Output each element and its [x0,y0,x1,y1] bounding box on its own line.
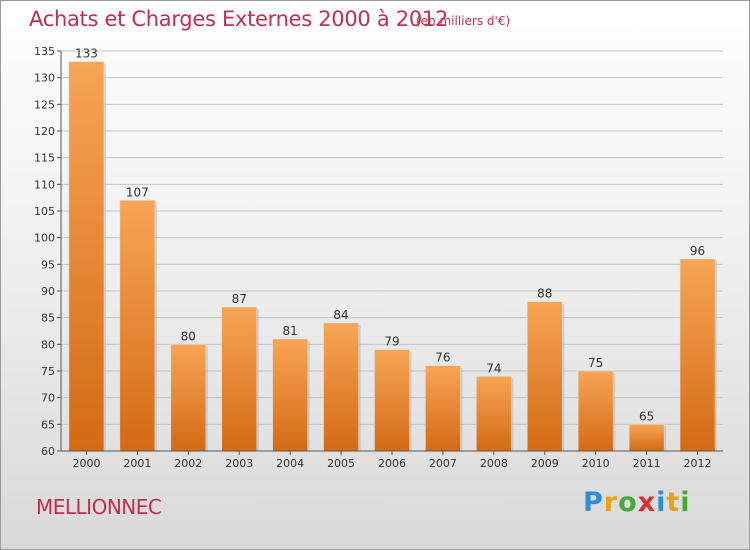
data-label: 80 [181,329,196,343]
data-label: 79 [384,335,399,349]
logo-letter: o [618,487,638,518]
y-tick-label: 75 [41,365,55,378]
data-label: 87 [232,292,247,306]
logo-letter: r [603,487,619,518]
y-tick-label: 105 [34,205,55,218]
bar [323,322,359,452]
y-tick-label: 110 [34,178,55,191]
x-tick-label: 2011 [633,457,661,470]
y-tick-label: 65 [41,418,55,431]
data-label: 74 [486,361,501,375]
data-label: 96 [690,244,705,258]
bar [425,365,461,452]
x-tick-label: 2001 [123,457,151,470]
commune-name: MELLIONNEC [36,495,162,519]
y-tick-label: 130 [34,72,55,85]
x-tick-label: 2007 [429,457,457,470]
bar [476,376,512,452]
unit-note: (en milliers d'€) [416,14,511,28]
x-tick-label: 2004 [276,457,304,470]
x-tick-label: 2008 [480,457,508,470]
bar [374,349,410,452]
data-label: 133 [75,47,98,61]
y-tick-label: 95 [41,258,55,271]
axes: 60 65 70 75 80 85 90 95 100 105 110 115 120 125 130 135… [34,45,723,470]
logo-letter: t [666,487,681,518]
bar [170,344,207,452]
x-tick-label: 2009 [531,457,559,470]
logo-letter: i [680,487,691,518]
y-tick-label: 125 [34,98,55,111]
y-tick-label: 85 [41,312,55,325]
data-label: 76 [435,351,450,365]
data-label: 84 [333,308,348,322]
x-tick-label: 2010 [582,457,610,470]
bar [119,200,156,452]
y-tick-label: 100 [34,232,55,245]
bar [221,306,257,452]
data-label: 88 [537,287,552,301]
bar [679,258,716,452]
y-tick-label: 80 [41,338,55,351]
bar [577,370,614,452]
bar [527,301,563,452]
data-labels: 133 107 80 87 81 84 79 76 74 88 75 65 96 [75,47,705,424]
data-label: 107 [126,185,149,199]
bar [68,61,105,452]
logo-letter: x [637,487,657,518]
x-tick-label: 2006 [378,457,406,470]
data-label: 75 [588,356,603,370]
y-tick-label: 90 [41,285,55,298]
proxiti-logo: Proxiti [583,487,691,518]
logo-letter: P [583,487,604,518]
x-tick-label: 2005 [327,457,355,470]
y-tick-label: 70 [41,392,55,405]
logo-letter: i [656,487,667,518]
data-label: 81 [283,324,298,338]
data-label: 65 [639,409,654,423]
x-tick-label: 2002 [174,457,202,470]
y-tick-label: 115 [34,152,55,165]
y-tick-label: 120 [34,125,55,138]
bar [272,338,308,452]
y-tick-label: 60 [41,445,55,458]
x-tick-label: 2000 [72,457,100,470]
chart-title: Achats et Charges Externes 2000 à 2012 [29,7,449,31]
bars [68,61,718,452]
bar [628,424,665,452]
y-tick-label: 135 [34,45,55,58]
x-tick-label: 2012 [684,457,712,470]
x-tick-label: 2003 [225,457,253,470]
